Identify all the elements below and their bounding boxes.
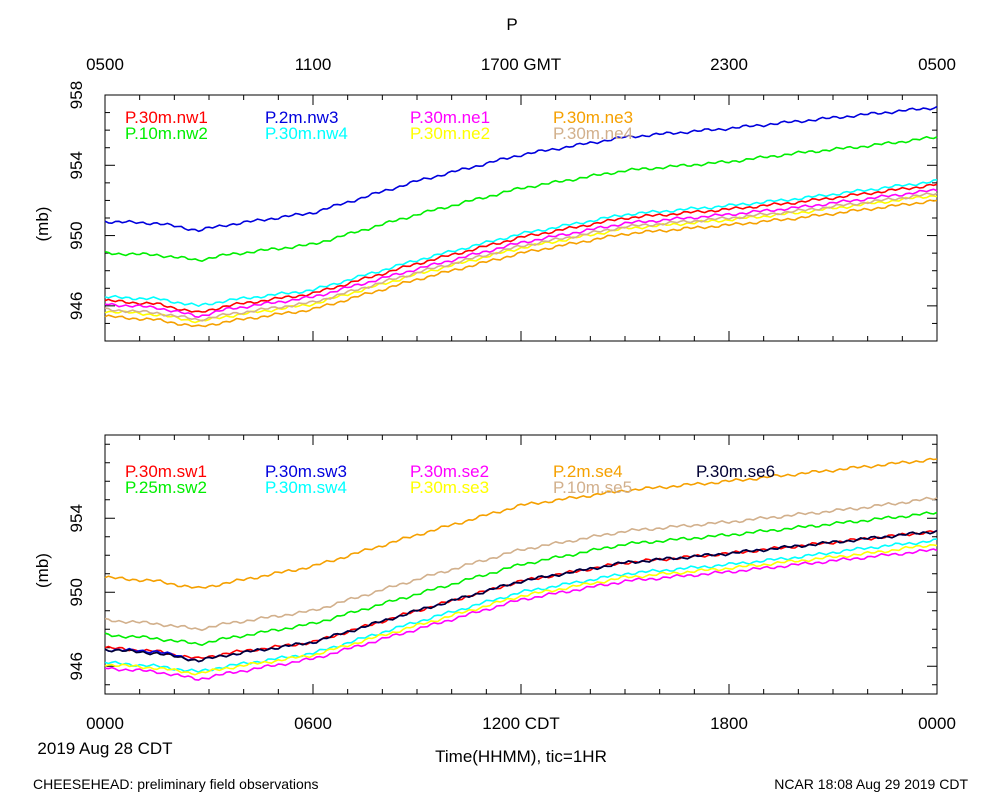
chart-title: P bbox=[506, 15, 517, 34]
series-line-p-2m-nw3 bbox=[104, 105, 938, 233]
x-tick-label-bottom: 1800 bbox=[710, 714, 748, 733]
legend-entry: P.30m.se6 bbox=[696, 462, 775, 481]
y-tick-label: 954 bbox=[67, 504, 86, 532]
legend-entry: P.30m.nw1 bbox=[125, 108, 208, 127]
series-line-p-2m-se4 bbox=[104, 457, 938, 589]
series-line-p-30m-se6 bbox=[104, 529, 938, 663]
date-label: 2019 Aug 28 CDT bbox=[37, 739, 172, 758]
legend-entry: P.10m.se5 bbox=[553, 478, 632, 497]
x-axis-title: Time(HHMM), tic=1HR bbox=[435, 747, 607, 766]
legend-entry: P.30m.se2 bbox=[410, 462, 489, 481]
legend-entry: P.30m.sw3 bbox=[265, 462, 347, 481]
x-tick-label-top: 0500 bbox=[86, 55, 124, 74]
y-tick-label: 954 bbox=[67, 151, 86, 179]
series-line-p-30m-ne3 bbox=[104, 199, 938, 328]
x-tick-label-bottom: 0000 bbox=[86, 714, 124, 733]
series-line-p-30m-se3 bbox=[104, 543, 938, 676]
legend-entry: P.30m.sw4 bbox=[265, 478, 347, 497]
x-tick-label-top: 1700 GMT bbox=[481, 55, 561, 74]
legend-entry: P.30m.nw4 bbox=[265, 124, 348, 143]
series-line-p-10m-se5 bbox=[104, 496, 938, 632]
plot-frame bbox=[104, 94, 938, 342]
legend-entry: P.10m.nw2 bbox=[125, 124, 208, 143]
x-tick-label-top: 0500 bbox=[918, 55, 956, 74]
legend-entry: P.30m.ne1 bbox=[410, 108, 490, 127]
y-tick-label: 950 bbox=[67, 578, 86, 606]
series-line-p-30m-ne1 bbox=[104, 188, 938, 319]
x-tick-label-top: 2300 bbox=[710, 55, 748, 74]
legend-entry: P.30m.se3 bbox=[410, 478, 489, 497]
x-tick-label-bottom: 0600 bbox=[294, 714, 332, 733]
y-axis-title: (mb) bbox=[33, 207, 52, 242]
y-tick-label: 946 bbox=[67, 292, 86, 320]
series-line-p-25m-sw2 bbox=[104, 511, 938, 647]
series-line-p-30m-ne4 bbox=[104, 192, 938, 322]
legend-entry: P.30m.ne4 bbox=[553, 124, 633, 143]
y-tick-label: 946 bbox=[67, 652, 86, 680]
legend-entry: P.30m.sw1 bbox=[125, 462, 207, 481]
y-axis-title: (mb) bbox=[33, 553, 52, 588]
x-tick-label-bottom: 0000 bbox=[918, 714, 956, 733]
series-line-p-10m-nw2 bbox=[104, 136, 938, 263]
legend-entry: P.2m.nw3 bbox=[265, 108, 338, 127]
series-line-p-30m-nw4 bbox=[104, 179, 938, 308]
series-line-p-30m-ne2 bbox=[104, 195, 938, 324]
legend-entry: P.2m.se4 bbox=[553, 462, 623, 481]
y-tick-label: 958 bbox=[67, 81, 86, 109]
series-line-p-30m-se2 bbox=[104, 548, 938, 681]
series-line-p-30m-sw4 bbox=[104, 538, 938, 674]
legend-entry: P.30m.ne2 bbox=[410, 124, 490, 143]
legend-entry: P.25m.sw2 bbox=[125, 478, 207, 497]
x-tick-label-bottom: 1200 CDT bbox=[482, 714, 559, 733]
legend-entry: P.30m.ne3 bbox=[553, 108, 633, 127]
footer-left: CHEESEHEAD: preliminary field observatio… bbox=[33, 776, 319, 792]
y-tick-label: 950 bbox=[67, 221, 86, 249]
x-tick-label-top: 1100 bbox=[295, 55, 332, 74]
series-line-p-30m-nw1 bbox=[104, 183, 938, 313]
footer-right: NCAR 18:08 Aug 29 2019 CDT bbox=[774, 776, 968, 792]
